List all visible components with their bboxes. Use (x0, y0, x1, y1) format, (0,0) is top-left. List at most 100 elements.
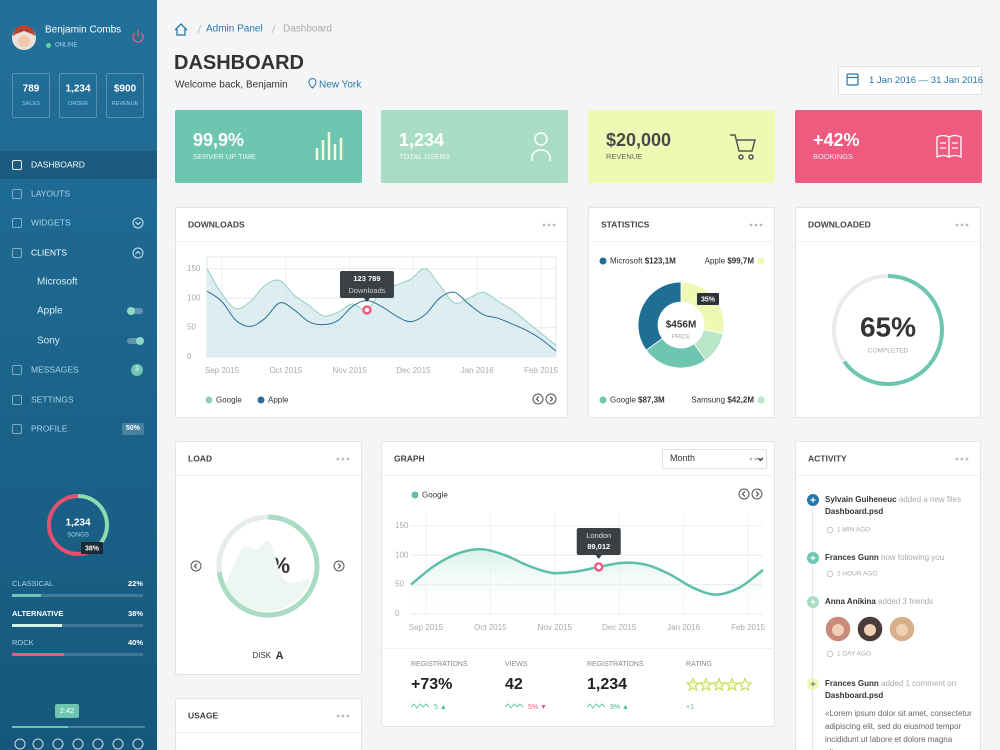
welcome-text: Welcome back, Benjamin (175, 79, 288, 91)
stat-change: 5% ▼ (528, 703, 547, 711)
kpi-label: TOTAL USERS (399, 151, 451, 161)
kpi-label: SERVER UP TIME (193, 151, 256, 161)
panel-header-divider (588, 241, 775, 242)
panel-title: GRAPH (394, 453, 425, 464)
home-icon (174, 23, 188, 36)
genre-value: 40% (127, 637, 143, 647)
menu-item[interactable]: Microsoft (37, 276, 78, 288)
stat-label: SALES (22, 100, 40, 107)
breadcrumb-current: Dashboard (283, 23, 332, 35)
activity-user[interactable]: Anna Anikina (825, 597, 876, 606)
stat-box (12, 73, 50, 118)
activity-time: 1 MIN AGO (837, 526, 871, 534)
genre-bar (12, 653, 65, 656)
stat-value: 1,234 (587, 676, 628, 694)
menu-item[interactable]: WIDGETS (31, 217, 71, 228)
stat-value: +73% (411, 676, 453, 694)
stat-label: ORDER (68, 100, 88, 107)
menu-item[interactable]: MESSAGES (31, 364, 79, 375)
activity-target[interactable]: Dashboard.psd (825, 691, 884, 700)
period-select[interactable] (662, 449, 767, 469)
genre-bar (12, 594, 41, 597)
kpi-card (381, 110, 568, 183)
progress-caption: COMPLETED (867, 347, 909, 355)
activity-text: Frances Gunn now following you (825, 552, 973, 564)
menu-item[interactable]: PROFILE (31, 423, 68, 434)
stat-box (106, 73, 144, 118)
menu-active-row (0, 151, 157, 179)
usage-panel (175, 698, 362, 750)
panel-title: ACTIVITY (808, 453, 847, 464)
status-dot (46, 43, 51, 48)
player-time: 2:42 (59, 705, 75, 715)
activity-user[interactable]: Frances Gunn (825, 679, 879, 688)
panel-title: USAGE (188, 710, 219, 721)
activity-target[interactable]: Dashboard.psd (825, 507, 884, 516)
kpi-card (175, 110, 362, 183)
panel-title: DOWNLOADS (188, 219, 245, 230)
kpi-value: 99,9% (193, 130, 245, 151)
stat-label: REVENUE (111, 100, 139, 107)
menu-item[interactable]: LAYOUTS (31, 188, 71, 199)
activity-action: added a new files (898, 495, 962, 504)
panel-title: STATISTICS (601, 219, 650, 230)
menu-icon (12, 424, 22, 434)
period-value: Month (670, 453, 696, 464)
activity-text: Sylvain Guiheneuc added a new files Dash… (825, 494, 973, 518)
stat-value: 1,234 (65, 83, 91, 95)
activity-user[interactable]: Frances Gunn (825, 553, 879, 562)
stat-value: 42 (505, 676, 523, 694)
breadcrumb-separator (197, 24, 202, 34)
location-pin (308, 78, 317, 89)
menu-icon (12, 218, 22, 228)
timeline-line (812, 500, 813, 750)
activity-time: 2 HOUR AGO (837, 570, 878, 578)
breadcrumb-link[interactable]: Admin Panel (206, 23, 263, 35)
menu-item[interactable]: Apple (37, 305, 63, 317)
badge (122, 423, 144, 435)
panel-header-divider (175, 241, 568, 242)
date-picker[interactable] (838, 66, 982, 95)
panel-header-divider (795, 475, 981, 476)
switch-track[interactable] (127, 338, 143, 344)
songs-count: 1,234 (65, 517, 91, 529)
user-status: ONLINE (55, 42, 78, 49)
page-title: DASHBOARD (174, 52, 304, 74)
kpi-value: +42% (813, 130, 860, 151)
activity-text: Frances Gunn added 1 comment on Dashboar… (825, 678, 973, 702)
kpi-label: BOOKINGS (813, 151, 854, 161)
menu-icon (12, 365, 22, 375)
stat-value: 789 (22, 83, 40, 95)
menu-icon (12, 189, 22, 199)
menu-badge: 50% (125, 425, 141, 433)
panel-title: DOWNLOADED (808, 219, 871, 230)
stat-value: $900 (113, 83, 137, 95)
menu-item[interactable]: Sony (37, 335, 60, 347)
stat-change: +1 (686, 703, 694, 711)
kpi-value: 1,234 (399, 130, 445, 151)
menu-item[interactable]: CLIENTS (31, 247, 67, 258)
menu-item[interactable]: DASHBOARD (31, 159, 85, 170)
date-range: 1 Jan 2016 — 31 Jan 2016 (869, 74, 984, 86)
player-progress (12, 726, 68, 728)
songs-label: SONGS (67, 532, 89, 539)
sidebar: Benjamin Combs ONLINE 789 SALES 1,234 ORDER $9… (0, 0, 157, 750)
menu-item[interactable]: SETTINGS (31, 394, 74, 405)
genre-track (12, 594, 143, 597)
activity-time: 1 DAY AGO (837, 650, 872, 658)
panel-header-divider (795, 241, 981, 242)
location[interactable]: New York (319, 79, 362, 91)
genre-track (12, 653, 143, 656)
kpi-value: $20,000 (606, 130, 672, 151)
user-name: Benjamin Combs (45, 24, 122, 36)
genre-value: 38% (127, 608, 143, 618)
activity-panel (795, 441, 981, 750)
statistics-panel (588, 207, 775, 418)
downloads-panel (175, 207, 568, 418)
stat-label: VIEWS (505, 661, 528, 669)
activity-user[interactable]: Sylvain Guiheneuc (825, 495, 897, 504)
switch-track[interactable] (127, 308, 143, 314)
badge (131, 364, 143, 376)
menu-badge: 3 (135, 366, 139, 374)
